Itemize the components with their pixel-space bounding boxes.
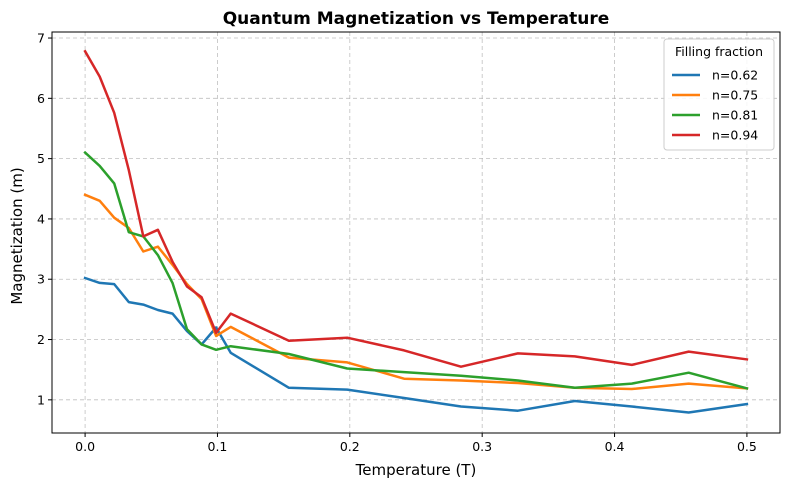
legend: Filling fraction n=0.62 n=0.75 n=0.81 n=0.9… <box>663 38 775 151</box>
x-axis-label: Temperature (T) <box>355 461 477 479</box>
x-axis: 0.0 0.1 0.2 0.3 0.4 0.5 <box>75 433 757 454</box>
legend-label: n=0.81 <box>712 108 758 123</box>
legend-title: Filling fraction <box>675 44 763 59</box>
y-tick-label: 3 <box>37 272 45 287</box>
y-tick-label: 5 <box>37 151 45 166</box>
y-axis: 1 2 3 4 5 6 7 <box>37 31 52 407</box>
legend-label: n=0.94 <box>712 128 758 143</box>
y-tick-label: 2 <box>37 332 45 347</box>
x-tick-label: 0.3 <box>472 439 492 454</box>
series-line-n=0.62 <box>83 276 749 414</box>
legend-label: n=0.75 <box>712 88 758 103</box>
x-tick-label: 0.2 <box>340 439 360 454</box>
x-tick-label: 0.1 <box>208 439 228 454</box>
legend-box <box>663 38 775 151</box>
y-tick-label: 4 <box>37 211 45 226</box>
legend-label: n=0.62 <box>712 68 758 83</box>
y-tick-label: 1 <box>37 392 45 407</box>
y-tick-label: 7 <box>37 31 45 46</box>
series-line-n=0.75 <box>83 193 749 391</box>
legend-entries: n=0.62 n=0.75 n=0.81 n=0.94 <box>672 68 758 143</box>
series-layer <box>83 49 749 414</box>
plot-frame <box>51 31 781 434</box>
y-tick-label: 6 <box>37 91 45 106</box>
chart-title: Quantum Magnetization vs Temperature <box>223 9 610 29</box>
x-tick-label: 0.5 <box>737 439 757 454</box>
y-axis-label: Magnetization (m) <box>8 167 26 304</box>
series-line-n=0.81 <box>83 150 749 390</box>
series-line-n=0.94 <box>83 49 749 368</box>
x-tick-label: 0.4 <box>605 439 625 454</box>
x-tick-label: 0.0 <box>75 439 95 454</box>
